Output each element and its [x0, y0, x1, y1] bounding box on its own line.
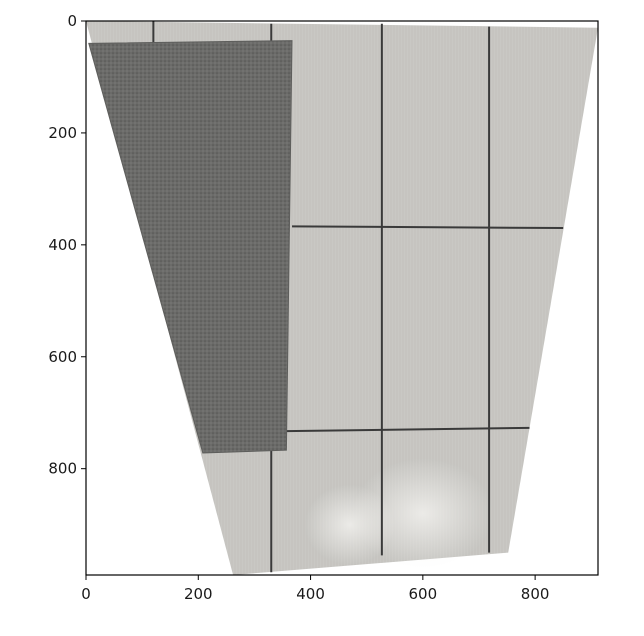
grout-line	[286, 426, 530, 433]
x-tick-label: 0	[81, 585, 91, 603]
x-tick-label: 400	[296, 585, 325, 603]
axes-frame	[85, 20, 599, 576]
x-axis: 0 200 400 600 800	[81, 575, 549, 603]
y-tick-label: 600	[48, 348, 77, 366]
y-tick-label: 200	[48, 124, 77, 142]
x-tick-label: 800	[521, 585, 550, 603]
y-tick-label: 0	[67, 12, 77, 30]
y-tick-label: 400	[48, 236, 77, 254]
bath-mat	[88, 40, 293, 454]
grout-line	[292, 225, 564, 230]
y-tick-label: 800	[48, 460, 77, 478]
photo-image	[86, 21, 598, 575]
x-tick-label: 600	[409, 585, 438, 603]
light-glare	[304, 484, 395, 565]
x-tick-label: 200	[184, 585, 213, 603]
y-axis: 0 200 400 600 800	[48, 12, 86, 478]
